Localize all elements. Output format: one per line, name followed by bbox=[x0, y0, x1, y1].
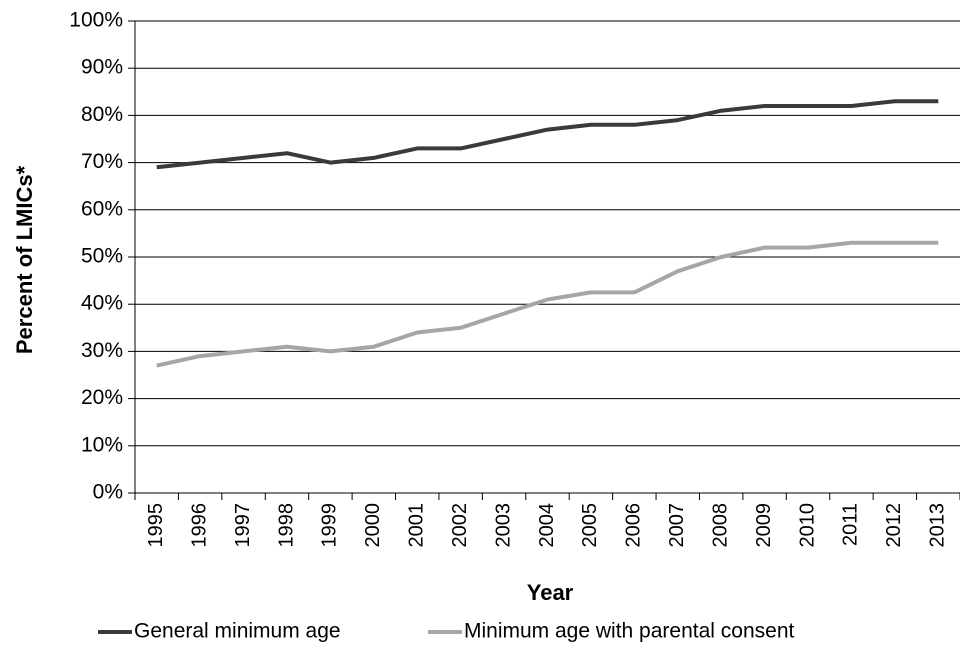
legend-label-1: General minimum age bbox=[134, 620, 341, 643]
y-tick-label: 40% bbox=[81, 292, 123, 315]
x-tick-label: 2013 bbox=[927, 503, 949, 548]
x-tick-labels: 1995 1996 1997 1998 1999 2000 2001 2002 2003 2004… bbox=[145, 503, 949, 548]
x-tick-label: 2012 bbox=[883, 503, 905, 548]
y-tick-label: 10% bbox=[81, 433, 123, 456]
legend: General minimum age Minimum age with pare… bbox=[98, 620, 794, 643]
x-tick-label: 2000 bbox=[362, 503, 384, 548]
y-tick-label: 50% bbox=[81, 245, 123, 268]
x-tick-label: 2006 bbox=[623, 503, 645, 548]
x-tick-label: 2007 bbox=[666, 503, 688, 548]
x-tick-label: 1997 bbox=[232, 503, 254, 548]
x-tick-label: 2001 bbox=[406, 503, 428, 548]
y-tick-label: 60% bbox=[81, 197, 123, 220]
x-tick-label: 2011 bbox=[840, 503, 862, 546]
y-tick-label: 20% bbox=[81, 386, 123, 409]
y-tick-label: 70% bbox=[81, 150, 123, 173]
legend-label-2: Minimum age with parental consent bbox=[464, 620, 794, 643]
y-axis-title: Percent of LMICs* bbox=[12, 165, 37, 354]
y-tick-label: 90% bbox=[81, 56, 123, 79]
x-tick-label: 2009 bbox=[753, 503, 775, 548]
y-tick-labels: 0% 10% 20% 30% 40% 50% 60% 70% 80% 90% 100% bbox=[69, 9, 123, 504]
x-tick-label: 1995 bbox=[145, 503, 167, 548]
x-tick-label: 2004 bbox=[536, 503, 558, 548]
x-tick-label: 1999 bbox=[319, 503, 341, 548]
series-line-2 bbox=[156, 240, 939, 368]
x-tick-label: 1998 bbox=[275, 503, 297, 548]
x-tick-label: 2005 bbox=[579, 503, 601, 548]
y-tick-label: 0% bbox=[93, 481, 123, 504]
y-tick-label: 30% bbox=[81, 339, 123, 362]
x-tick-label: 1996 bbox=[188, 503, 210, 548]
series-line-1 bbox=[156, 99, 939, 170]
x-tick-label: 2003 bbox=[492, 503, 514, 548]
y-tick-label: 80% bbox=[81, 103, 123, 126]
x-tick-label: 2008 bbox=[709, 503, 731, 548]
gridlines bbox=[135, 20, 960, 447]
x-axis-title: Year bbox=[527, 580, 574, 605]
series-lines bbox=[156, 99, 939, 368]
x-tick-label: 2010 bbox=[796, 503, 818, 548]
y-tick-label: 100% bbox=[69, 9, 123, 32]
axes bbox=[128, 20, 960, 500]
x-tick-label: 2002 bbox=[449, 503, 471, 548]
